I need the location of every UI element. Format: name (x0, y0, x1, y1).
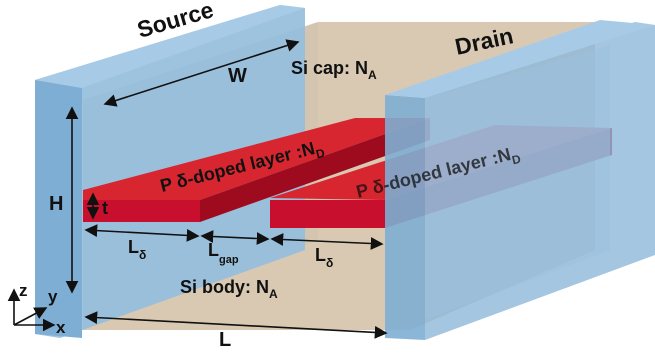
drain-electrode-front (385, 95, 425, 340)
si-body-text: Si body: N (180, 277, 269, 297)
si-body-label: Si body: NA (180, 277, 278, 301)
l-delta-right-sub: δ (326, 256, 333, 270)
delta-right-subscript: D (510, 152, 522, 168)
si-cap-text: Si cap: N (291, 58, 368, 78)
l-delta-left-sub: δ (139, 248, 146, 262)
x-axis-label: x (56, 318, 66, 337)
delta-layer-left-top (83, 118, 430, 200)
si-body-subscript: A (269, 287, 278, 301)
z-axis-label: z (19, 281, 28, 300)
si-cap-label: Si cap: NA (291, 58, 377, 82)
l-delta-right-main: L (315, 245, 326, 265)
l-gap-arrow (200, 230, 270, 245)
delta-layer-left-front (83, 200, 200, 222)
length-label: L (219, 329, 231, 349)
l-delta-right-label: Lδ (315, 245, 333, 270)
delta-layer-left-side (200, 118, 430, 222)
l-delta-left-arrow (84, 224, 200, 242)
width-label: W (228, 65, 247, 87)
l-gap-sub: gap (219, 254, 239, 266)
delta-left-subscript: D (314, 146, 326, 162)
drain-electrode-top (385, 20, 655, 98)
l-gap-label: Lgap (208, 240, 239, 266)
y-axis-line (13, 307, 48, 326)
l-delta-right-arrow (270, 233, 384, 250)
l-delta-left-label: Lδ (128, 237, 146, 262)
width-arrow (103, 39, 300, 107)
coordinate-axes: z y x (7, 281, 66, 337)
y-axis-label: y (48, 287, 58, 306)
drain-electrode-inner (425, 45, 610, 320)
l-delta-left-main: L (128, 237, 139, 257)
height-label: H (49, 193, 63, 215)
si-cap-subscript: A (368, 68, 377, 82)
delta-layer-right-front (270, 200, 385, 228)
length-arrow (84, 311, 388, 339)
l-gap-main: L (208, 240, 219, 260)
thickness-label: t (102, 198, 108, 218)
